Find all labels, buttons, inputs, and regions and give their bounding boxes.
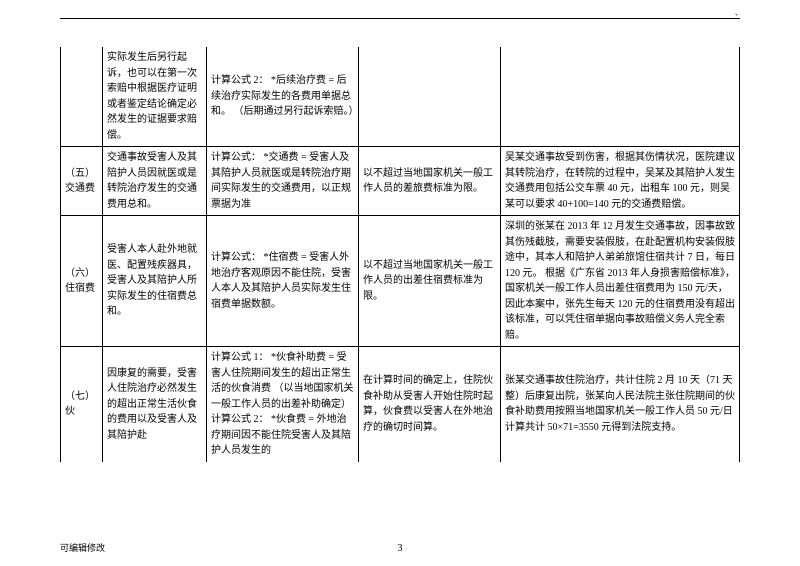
cell-desc: 受害人本人赴外地就医、配置残疾器具，受害人及其陪护人所实际发生的住宿费总和。 [103,216,207,347]
table-row: 实际发生后另行起诉，也可以在第一次索赔中根据医疗证明或者鉴定结论确定必然发生的证… [61,47,740,147]
cell-formula: 计算公式 2： *后续治疗费 = 后续治疗实际发生的各费用单据总和。 （后期通过… [207,47,359,147]
page-container: 实际发生后另行起诉，也可以在第一次索赔中根据医疗证明或者鉴定结论确定必然发生的证… [0,0,800,462]
cell-desc: 因康复的需要，受害人住院治疗必然发生的超出正常生活伙食的费用以及受害人及其陪护赴 [103,347,207,462]
cell-example: 吴某交通事故受到伤害，根据其伤情状况，医院建议其转院治疗，在转院的过程中，吴某及… [501,147,740,216]
cell-example [501,47,740,147]
footer-left-text: 可编辑修改 [60,541,105,554]
cell-example: 深圳的张某在 2013 年 12 月发生交通事故，因事故致其伤残截肢，需要安装假… [501,216,740,347]
corner-mark: 、 [735,8,742,18]
footer-page-number: 3 [398,543,403,554]
cell-label: （七）伙 [61,347,103,462]
header-rule [60,18,740,19]
cell-label: （五）交通费 [61,147,103,216]
cell-limit: 在计算时间的确定上，住院伙食补助从受害人开始住院时起算，伙食费以受害人在外地治疗… [359,347,501,462]
cell-limit: 以不超过当地国家机关一般工作人员的出差住宿费标准为限。 [359,216,501,347]
table-row: （六）住宿费 受害人本人赴外地就医、配置残疾器具，受害人及其陪护人所实际发生的住… [61,216,740,347]
cell-limit: 以不超过当地国家机关一般工作人员的差旅费标准为限。 [359,147,501,216]
cell-label: （六）住宿费 [61,216,103,347]
cell-desc: 交通事故受害人及其陪护人员因就医或是转院治疗发生的交通费用总和。 [103,147,207,216]
cell-formula: 计算公式： *交通费 = 受害人及其陪护人员就医或是转院治疗期间实际发生的交通费… [207,147,359,216]
cell-example: 张某交通事故住院治疗，共计住院 2 月 10 天（71 天整）后康复出院，张某向… [501,347,740,462]
table-row: （七）伙 因康复的需要，受害人住院治疗必然发生的超出正常生活伙食的费用以及受害人… [61,347,740,462]
table-row: （五）交通费 交通事故受害人及其陪护人员因就医或是转院治疗发生的交通费用总和。 … [61,147,740,216]
cell-desc: 实际发生后另行起诉，也可以在第一次索赔中根据医疗证明或者鉴定结论确定必然发生的证… [103,47,207,147]
cell-formula: 计算公式 1： *伙食补助费 = 受害人住院期间发生的超出正常生活的伙食消费 （… [207,347,359,462]
cell-limit [359,47,501,147]
main-table: 实际发生后另行起诉，也可以在第一次索赔中根据医疗证明或者鉴定结论确定必然发生的证… [60,47,740,462]
cell-label [61,47,103,147]
cell-formula: 计算公式： *住宿费 = 受害人外地治疗客观原因不能住院，受害人本人及其陪护人员… [207,216,359,347]
